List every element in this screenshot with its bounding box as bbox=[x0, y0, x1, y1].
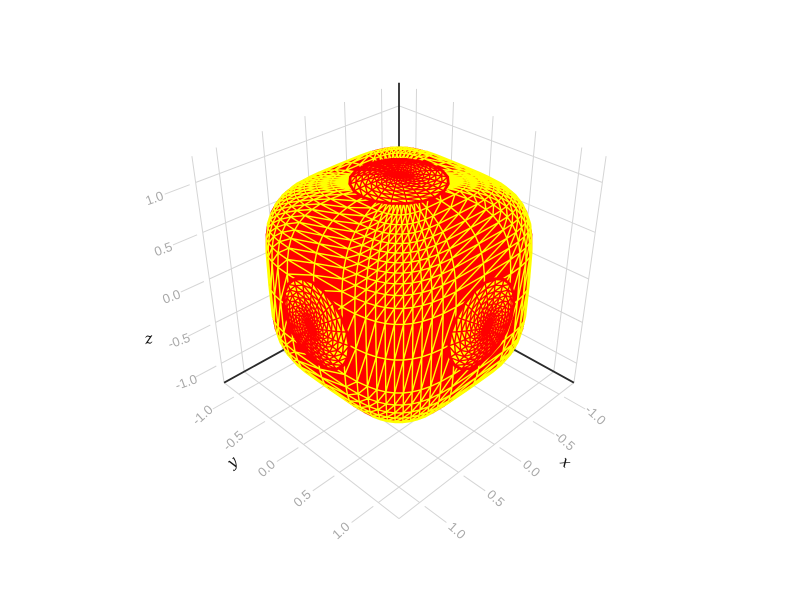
y-tick-label: 1.0 bbox=[329, 519, 352, 542]
axis-letter-z: z bbox=[142, 329, 154, 348]
y-tick-label: -1.0 bbox=[189, 402, 216, 428]
pip-rim bbox=[282, 277, 351, 371]
x-tick-label: 0.0 bbox=[520, 457, 543, 480]
x-tick-label: 1.0 bbox=[445, 519, 468, 542]
z-tick-label: -1.0 bbox=[173, 371, 199, 393]
pip-wire bbox=[283, 278, 350, 370]
z-tick-label: 1.0 bbox=[143, 188, 165, 208]
pip-wire bbox=[349, 158, 449, 205]
tick-marks bbox=[164, 184, 586, 523]
pip-rim bbox=[348, 158, 450, 205]
pip-wire bbox=[448, 278, 515, 370]
y-tick-label: 0.5 bbox=[290, 487, 313, 510]
y-tick-label: 0.0 bbox=[255, 457, 278, 480]
z-tick-label: 0.0 bbox=[160, 286, 182, 306]
y-tick-label: -0.5 bbox=[220, 428, 247, 454]
x-tick-label: -0.5 bbox=[551, 428, 578, 454]
z-tick-label: -0.5 bbox=[166, 330, 192, 352]
pip-x-face bbox=[282, 277, 351, 371]
pip-rim bbox=[447, 277, 516, 371]
z-tick-label: 0.5 bbox=[152, 239, 174, 259]
axis-letter-x: x bbox=[557, 452, 576, 471]
x-tick-label: 0.5 bbox=[484, 487, 507, 510]
pip-y-face bbox=[447, 277, 516, 371]
axis-letter-y: y bbox=[222, 452, 241, 472]
pips bbox=[282, 158, 516, 371]
x-tick-label: -1.0 bbox=[582, 402, 609, 428]
pip-z-face bbox=[348, 158, 450, 205]
